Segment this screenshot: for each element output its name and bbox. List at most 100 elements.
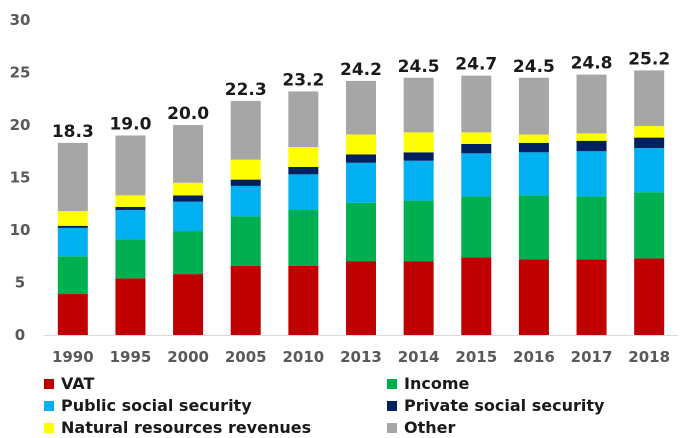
bar-segment-public-social-security (115, 210, 146, 240)
bar-segment-other (461, 75, 492, 133)
legend-label-vat: VAT (61, 374, 95, 393)
bar-segment-other (115, 135, 146, 196)
bar-segment-income (173, 231, 204, 275)
bar-segment-vat (576, 259, 607, 335)
bar-segment-vat (288, 265, 319, 335)
bar-segment-private-social-security (57, 225, 88, 228)
total-label: 22.3 (225, 80, 267, 100)
legend-swatch-income (387, 378, 397, 389)
x-tick-label: 2005 (225, 348, 267, 366)
bar-segment-public-social-security (173, 201, 204, 232)
y-axis: 0 5 10 15 20 25 30 (10, 11, 31, 344)
x-tick-label: 1990 (52, 348, 94, 366)
total-labels: 18.3 19.0 20.0 22.3 23.2 24.2 24.5 24.7 24.5 24.8… (52, 49, 670, 141)
total-label: 19.0 (109, 115, 151, 135)
bar-segment-public-social-security (461, 153, 492, 197)
bar-segment-public-social-security (346, 162, 376, 203)
legend-item-natural-resources-revenues: Natural resources revenues (44, 418, 311, 437)
y-tick-label: 15 (10, 169, 31, 187)
legend-label-income: Income (404, 374, 470, 393)
bar-segment-vat (518, 259, 549, 335)
bar-segment-income (518, 195, 549, 260)
y-tick-label: 25 (10, 64, 31, 82)
total-label: 20.0 (167, 104, 209, 124)
legend-swatch-private-social-security (387, 400, 397, 411)
bar-segment-other (230, 100, 261, 160)
bar-segment-income (346, 202, 376, 262)
bar-segment-public-social-security (518, 152, 549, 196)
bar-segment-other (346, 80, 376, 135)
bar-segment-vat (173, 274, 204, 335)
legend-item-other: Other (387, 418, 455, 437)
bar-segment-other (173, 125, 204, 183)
bar-segment-natural-resources-revenues (173, 182, 204, 196)
bar-segment-private-social-security (288, 167, 319, 175)
legend-item-vat: VAT (44, 374, 94, 393)
bar-segment-income (576, 196, 607, 260)
bar-segment-public-social-security (634, 148, 665, 193)
legend-label-natural-resources-revenues: Natural resources revenues (61, 418, 312, 437)
y-tick-label: 30 (10, 11, 31, 29)
total-label: 24.5 (398, 57, 440, 77)
x-tick-label: 2010 (282, 348, 324, 366)
y-tick-label: 10 (10, 221, 31, 239)
bar-segment-private-social-security (518, 142, 549, 153)
bar-segment-public-social-security (403, 160, 434, 201)
bar-segment-public-social-security (230, 185, 261, 217)
y-tick-label: 0 (15, 326, 25, 344)
legend-swatch-natural-resources-revenues (44, 422, 54, 433)
bar-segment-other (634, 70, 665, 127)
bar-segment-income (461, 196, 492, 258)
legend-item-public-social-security: Public social security (44, 396, 252, 415)
bar-segment-natural-resources-revenues (403, 132, 434, 153)
bar-segment-public-social-security (57, 227, 88, 257)
bar-segment-natural-resources-revenues (576, 133, 607, 141)
bar-segment-private-social-security (173, 195, 204, 202)
bar-segment-income (403, 200, 434, 262)
bar-segment-natural-resources-revenues (461, 132, 492, 144)
bar-segment-private-social-security (230, 179, 261, 186)
bar-segment-income (634, 192, 665, 259)
legend-label-public-social-security: Public social security (61, 396, 252, 415)
bar-segment-other (288, 91, 319, 148)
x-tick-label: 2014 (398, 348, 440, 366)
total-label: 18.3 (52, 122, 94, 142)
x-tick-label: 1995 (110, 348, 152, 366)
bar-segment-vat (346, 261, 376, 335)
bar-segment-income (57, 256, 88, 295)
bar-segment-income (115, 239, 146, 279)
legend-swatch-public-social-security (44, 400, 54, 411)
bar-segment-public-social-security (576, 151, 607, 197)
bar-segment-vat (57, 294, 88, 335)
stacked-bar-chart: 0 5 10 15 20 25 30 18.3 19.0 20.0 22.3 23.2 24.2 24.… (10, 11, 678, 366)
bar-segment-natural-resources-revenues (518, 134, 549, 143)
y-tick-label: 20 (10, 116, 31, 134)
x-axis: 1990 1995 2000 2005 2010 2013 2014 2015 2016 2017… (44, 335, 678, 366)
bar-segment-natural-resources-revenues (115, 195, 146, 207)
bar-segment-other (576, 74, 607, 134)
legend-label-other: Other (404, 418, 456, 437)
bar-segment-natural-resources-revenues (57, 211, 88, 226)
x-tick-label: 2000 (167, 348, 209, 366)
total-label: 24.2 (340, 60, 382, 80)
x-tick-label: 2018 (628, 348, 670, 366)
bar-segment-other (57, 142, 88, 212)
bar-segment-income (230, 216, 261, 266)
bar-segment-private-social-security (461, 143, 492, 154)
legend-swatch-vat (44, 378, 54, 389)
bar-segment-vat (403, 261, 434, 335)
total-label: 25.2 (628, 49, 670, 69)
y-tick-label: 5 (15, 274, 25, 292)
bar-segment-private-social-security (403, 152, 434, 161)
x-tick-label: 2013 (340, 348, 382, 366)
bar-segment-other (518, 77, 549, 135)
bar-segment-private-social-security (634, 137, 665, 149)
x-tick-label: 2016 (513, 348, 555, 366)
bar-segment-public-social-security (288, 174, 319, 211)
total-label: 23.2 (282, 70, 324, 90)
bar-segment-private-social-security (346, 154, 376, 163)
bar-segment-vat (230, 265, 261, 335)
bar-segment-natural-resources-revenues (230, 159, 261, 180)
total-label: 24.8 (571, 54, 613, 74)
bar-segment-private-social-security (576, 140, 607, 152)
